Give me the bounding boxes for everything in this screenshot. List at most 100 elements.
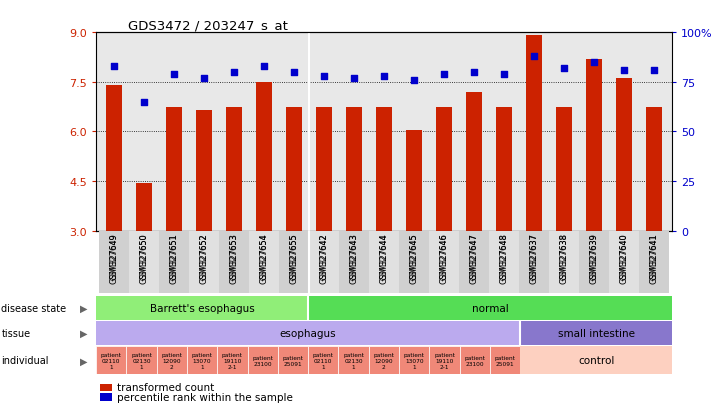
Bar [218,347,247,375]
Point [228,69,240,76]
Text: GSM327652: GSM327652 [200,233,208,283]
Bar [106,86,122,231]
Text: ▶: ▶ [80,356,87,366]
Text: GSM327645: GSM327645 [410,233,419,283]
Text: patient
02130
1: patient 02130 1 [131,352,152,369]
Text: GSM327638: GSM327638 [560,233,568,279]
Text: patient
25091: patient 25091 [282,355,304,366]
Bar [96,347,127,375]
Bar [99,231,129,293]
Text: patient
25091: patient 25091 [495,355,515,366]
Text: patient
02130
1: patient 02130 1 [343,352,364,369]
Text: GSM327654: GSM327654 [260,233,269,283]
Text: control: control [578,356,614,366]
Text: disease state: disease state [1,303,67,313]
Bar [466,93,482,231]
Text: GSM327643: GSM327643 [349,233,358,283]
Text: GSM327655: GSM327655 [289,233,299,283]
Bar [339,231,369,293]
Point [319,74,330,80]
Text: patient
12090
2: patient 12090 2 [161,352,182,369]
Bar [520,347,672,375]
Text: transformed count: transformed count [117,382,215,392]
Text: GSM327652: GSM327652 [200,233,208,279]
Bar [100,393,112,401]
Bar [369,347,399,375]
Text: GSM327641: GSM327641 [649,233,658,283]
Bar [406,131,422,231]
Text: GSM327642: GSM327642 [319,233,328,283]
Point [138,99,149,106]
Text: GSM327637: GSM327637 [530,233,538,283]
Point [108,64,119,70]
Point [528,54,540,60]
Bar [129,231,159,293]
Bar [247,347,278,375]
Bar [429,231,459,293]
Text: patient
13070
1: patient 13070 1 [192,352,213,369]
Text: GSM327653: GSM327653 [230,233,238,280]
Bar [459,231,489,293]
Text: GSM327646: GSM327646 [439,233,449,280]
Bar [496,107,512,231]
Bar [159,231,189,293]
Point [348,75,360,82]
Text: patient
12090
2: patient 12090 2 [373,352,395,369]
Bar [375,107,392,231]
Bar [256,83,272,231]
Bar [399,231,429,293]
Text: ▶: ▶ [80,303,87,313]
Text: GSM327648: GSM327648 [499,233,508,283]
Point [648,67,660,74]
Text: GSM327653: GSM327653 [230,233,238,283]
Text: individual: individual [1,356,49,366]
Bar [609,231,639,293]
Bar [489,231,519,293]
Text: GSM327649: GSM327649 [109,233,119,283]
Point [198,75,210,82]
Text: patient
13070
1: patient 13070 1 [404,352,424,369]
Text: GSM327644: GSM327644 [380,233,388,280]
Text: Barrett's esophagus: Barrett's esophagus [150,303,255,313]
Bar [616,79,632,231]
Text: percentile rank within the sample: percentile rank within the sample [117,392,293,402]
Bar [249,231,279,293]
Point [469,69,480,76]
Text: small intestine: small intestine [557,328,635,338]
Text: GSM327648: GSM327648 [499,233,508,279]
Bar [436,107,452,231]
Bar [579,231,609,293]
Bar [136,183,152,231]
Point [438,71,449,78]
Text: GSM327641: GSM327641 [649,233,658,279]
Text: ▶: ▶ [80,328,87,338]
Bar [369,231,399,293]
Bar [219,231,249,293]
Bar [286,107,302,231]
Text: GSM327654: GSM327654 [260,233,269,280]
Text: GSM327651: GSM327651 [169,233,178,279]
Text: GSM327638: GSM327638 [560,233,568,283]
Text: patient
23100: patient 23100 [464,355,486,366]
Point [169,71,180,78]
Text: GSM327637: GSM327637 [530,233,538,280]
Point [378,74,390,80]
Bar [96,321,520,345]
Text: GSM327644: GSM327644 [380,233,388,283]
Text: GSM327645: GSM327645 [410,233,419,280]
Text: GSM327649: GSM327649 [109,233,119,280]
Bar [189,231,219,293]
Bar [196,111,212,231]
Point [288,69,299,76]
Text: GSM327650: GSM327650 [139,233,149,280]
Bar [399,347,429,375]
Point [408,77,419,84]
Bar [279,231,309,293]
Bar [490,347,520,375]
Bar [520,321,672,345]
Bar [96,296,308,320]
Text: patient
02110
1: patient 02110 1 [101,352,122,369]
Point [618,67,630,74]
Point [558,65,570,72]
Bar [525,36,542,231]
